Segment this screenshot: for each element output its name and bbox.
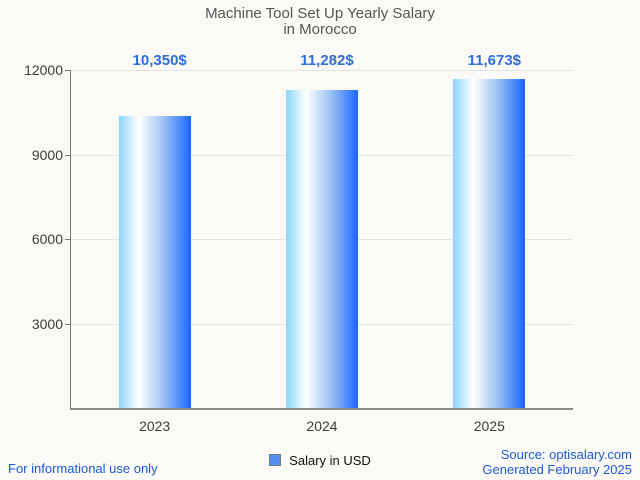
- y-axis-tick: [65, 323, 71, 325]
- x-axis-label: 2023: [139, 418, 171, 434]
- source-block: Source: optisalary.com Generated Februar…: [482, 447, 632, 477]
- y-axis-tick: [65, 70, 71, 71]
- legend-label: Salary in USD: [289, 452, 371, 468]
- chart-title-line2: in Morocco: [283, 21, 357, 38]
- chart-title-line1: Machine Tool Set Up Yearly Salary: [205, 5, 435, 22]
- salary-bar: [453, 79, 526, 408]
- disclaimer-text: For informational use only: [8, 461, 158, 476]
- y-axis-tick: [65, 154, 71, 156]
- source-text: Source: optisalary.com: [500, 447, 632, 462]
- x-axis-label: 2024: [306, 418, 338, 434]
- generated-text: Generated February 2025: [482, 462, 632, 477]
- chart-legend: Salary in USD: [0, 452, 640, 468]
- bar-value-label: 10,350$: [132, 52, 187, 69]
- y-axis-label: 9000: [31, 146, 63, 163]
- legend-swatch-icon: [269, 454, 282, 466]
- chart-title: Machine Tool Set Up Yearly Salary in Mor…: [0, 6, 640, 38]
- x-axis-label: 2025: [473, 418, 505, 434]
- y-axis-label: 12000: [24, 62, 63, 78]
- salary-bar: [286, 90, 358, 408]
- y-axis-tick: [65, 239, 71, 240]
- y-axis-label: 6000: [31, 231, 63, 247]
- bar-value-label: 11,673$: [467, 52, 522, 69]
- bar-value-label: 11,282$: [300, 52, 354, 69]
- plot-area: 3000 6000 9000 12000 10,350$ 2023 11,282$ 2024 1…: [24, 52, 573, 434]
- salary-bar: [118, 116, 191, 408]
- gridline: [71, 70, 573, 71]
- y-axis-label: 3000: [31, 315, 63, 332]
